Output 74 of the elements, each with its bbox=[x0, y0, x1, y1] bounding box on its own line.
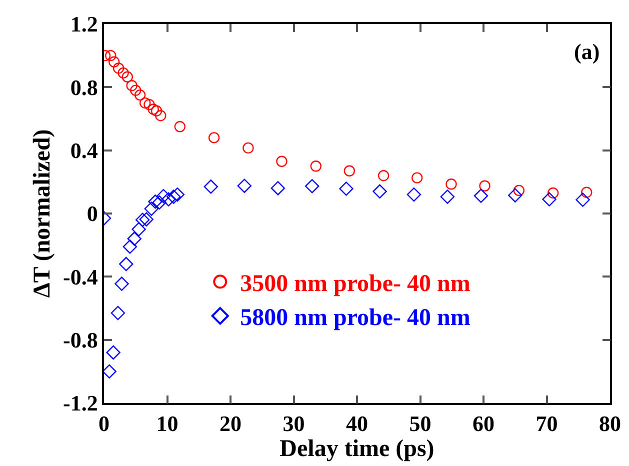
point bbox=[411, 172, 423, 184]
point bbox=[156, 189, 171, 204]
point bbox=[406, 187, 422, 202]
point bbox=[204, 180, 218, 194]
point bbox=[276, 156, 288, 167]
point bbox=[127, 232, 142, 246]
point bbox=[474, 188, 488, 203]
point bbox=[122, 240, 138, 254]
point bbox=[270, 181, 286, 196]
point bbox=[118, 67, 129, 79]
point bbox=[144, 98, 155, 110]
point bbox=[242, 142, 254, 154]
y-tick-label: -0.8 bbox=[63, 328, 98, 353]
point bbox=[148, 194, 162, 209]
point bbox=[166, 190, 181, 204]
point bbox=[105, 50, 116, 62]
point bbox=[144, 202, 159, 216]
point bbox=[339, 182, 354, 196]
y-tick-label: -0.4 bbox=[63, 264, 98, 290]
point bbox=[174, 121, 186, 132]
point bbox=[155, 110, 166, 122]
point bbox=[140, 97, 151, 109]
point bbox=[547, 187, 559, 199]
x-tick-label: 30 bbox=[282, 411, 305, 436]
y-tick-label: 0 bbox=[86, 201, 98, 226]
point bbox=[148, 104, 159, 115]
point bbox=[126, 80, 138, 92]
point bbox=[508, 188, 522, 202]
point bbox=[152, 195, 166, 210]
x-tick-label: 60 bbox=[472, 411, 494, 436]
point bbox=[208, 132, 220, 144]
point bbox=[122, 71, 133, 82]
point bbox=[139, 212, 154, 226]
x-tick-label: 10 bbox=[156, 411, 178, 436]
y-tick-label: 1.2 bbox=[70, 12, 98, 37]
legend-label: 5800 nm probe- 40 nm bbox=[240, 305, 470, 332]
point bbox=[479, 180, 490, 192]
x-tick-label: 20 bbox=[220, 411, 242, 436]
x-axis-title: Delay time (ps) bbox=[280, 436, 434, 462]
point bbox=[513, 184, 525, 196]
point bbox=[114, 276, 129, 291]
point bbox=[106, 345, 120, 360]
y-tick-label: -1.2 bbox=[63, 390, 98, 416]
point bbox=[161, 192, 176, 206]
point bbox=[310, 160, 322, 172]
point bbox=[170, 187, 184, 202]
y-tick-label: 0.4 bbox=[70, 138, 98, 164]
point bbox=[134, 89, 146, 101]
point bbox=[372, 184, 387, 198]
point bbox=[135, 212, 150, 227]
y-axis-title: ΔT (normalized) bbox=[30, 129, 56, 298]
point bbox=[110, 306, 126, 320]
point bbox=[150, 105, 162, 116]
point bbox=[119, 256, 134, 272]
point bbox=[344, 165, 356, 176]
point bbox=[440, 190, 455, 204]
x-tick-label: 80 bbox=[599, 411, 621, 436]
point bbox=[542, 192, 556, 206]
point bbox=[237, 178, 252, 193]
point bbox=[132, 222, 146, 236]
legend-label: 3500 nm probe- 40 nm bbox=[240, 271, 470, 298]
point bbox=[576, 192, 590, 207]
annotation: (a) bbox=[574, 39, 600, 64]
point bbox=[108, 56, 120, 68]
point bbox=[112, 62, 124, 74]
x-tick-label: 40 bbox=[346, 411, 368, 436]
point bbox=[304, 179, 320, 194]
y-tick-label: 0.8 bbox=[70, 74, 98, 100]
x-tick-label: 50 bbox=[409, 411, 432, 436]
point bbox=[446, 178, 457, 190]
point bbox=[581, 186, 592, 198]
x-tick-label: 70 bbox=[536, 411, 558, 436]
point bbox=[130, 84, 142, 96]
point bbox=[378, 170, 390, 182]
